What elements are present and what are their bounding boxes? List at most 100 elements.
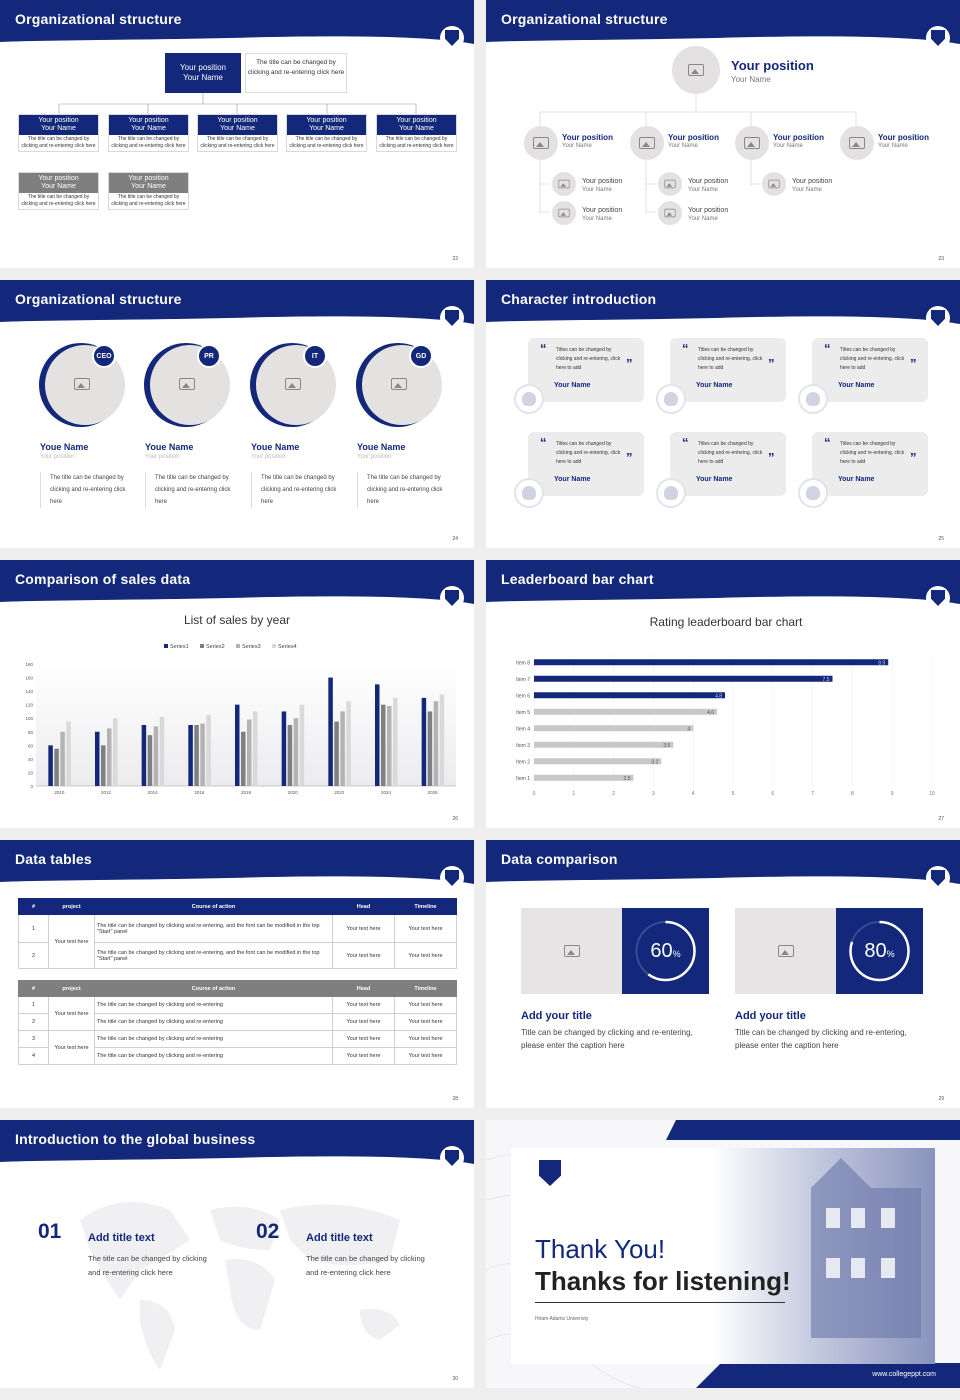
image-placeholder — [735, 908, 836, 994]
bar — [433, 701, 439, 786]
timeline-cell: Your text here — [394, 996, 457, 1014]
quote-open-icon: “ — [540, 435, 547, 450]
university-crest-icon — [539, 1160, 565, 1190]
quote-close-icon: ” — [768, 356, 775, 371]
person-avatar-icon — [656, 478, 686, 508]
bar — [393, 697, 398, 786]
bar — [66, 721, 71, 786]
row-number: 2 — [18, 1013, 49, 1031]
sub-member-avatar — [552, 201, 576, 225]
university-logo — [926, 586, 950, 610]
sub-member-avatar — [552, 172, 576, 196]
percent-label: 60% — [650, 940, 681, 962]
legend-label: Series2 — [206, 644, 225, 650]
image-placeholder-icon — [179, 378, 195, 390]
bar — [147, 735, 153, 786]
profile-description: The title can be changed by clicking and… — [40, 472, 132, 508]
table-header: project — [48, 980, 95, 997]
bar — [381, 704, 386, 786]
testimonial-name: Your Name — [554, 382, 591, 389]
bar — [60, 731, 65, 786]
top-avatar — [672, 46, 720, 94]
slide-title: Organizational structure — [15, 291, 182, 307]
progress-panel: 80% — [836, 908, 923, 994]
item-number: 02 — [256, 1220, 280, 1243]
row-number: 1 — [18, 996, 49, 1014]
row-number: 4 — [18, 1047, 49, 1065]
bar — [235, 704, 240, 786]
bar — [253, 711, 258, 786]
data-label: 2.5 — [624, 776, 631, 782]
percent-label: 80% — [864, 940, 895, 962]
x-tick-label: 2026 — [428, 790, 439, 795]
y-tick-label: 140 — [25, 689, 33, 694]
testimonial-name: Your Name — [696, 476, 733, 483]
slide-header: Data comparison — [486, 840, 960, 890]
bar — [188, 725, 193, 786]
org-box: Your position Your Name The title can be c… — [108, 172, 189, 210]
page-number: 26 — [452, 816, 458, 822]
page-number: 29 — [938, 1096, 944, 1102]
member-avatar — [735, 126, 769, 160]
member-position: Your position Your Name — [773, 133, 824, 149]
member-avatar — [524, 126, 558, 160]
bar — [287, 725, 293, 786]
head-cell: Your text here — [332, 1047, 395, 1065]
progress-ring — [849, 920, 910, 982]
org-box-description: The title can be changed by clicking and… — [289, 136, 364, 149]
bar — [95, 731, 100, 786]
data-table-2: # project Course of action Head Timeline… — [18, 980, 457, 1065]
name-label: Your Name — [131, 183, 166, 190]
page-number: 25 — [938, 536, 944, 542]
person-avatar-icon — [514, 478, 544, 508]
profile-description: The title can be changed by clicking and… — [357, 472, 449, 508]
sub-member-position: Your position Your Name — [792, 178, 833, 193]
org-box-description: The title can be changed by clicking and… — [111, 136, 186, 149]
name-label: Your Name — [399, 125, 434, 132]
y-tick-label: 60 — [28, 743, 34, 748]
y-tick-label: Item 1 — [516, 776, 530, 782]
table-header: # — [18, 980, 49, 997]
head-cell: Your text here — [332, 942, 395, 969]
project-cell: Your text here — [48, 1030, 95, 1065]
org-box: Your position Your Name The title can be c… — [18, 114, 99, 152]
action-cell: The title can be changed by clicking and… — [94, 914, 333, 943]
slide-29: Data comparison 60% Add your title Title c… — [486, 840, 960, 1108]
y-tick-label: 180 — [25, 662, 33, 667]
bar — [534, 774, 634, 781]
page-number: 27 — [938, 816, 944, 822]
divider — [535, 1302, 785, 1303]
university-logo — [440, 586, 464, 610]
slide-header: Comparison of sales data — [0, 560, 474, 610]
item-heading: Add your title — [521, 1010, 592, 1022]
bar — [534, 708, 718, 715]
bar — [375, 684, 380, 786]
position-label: Your position — [128, 117, 169, 124]
item-heading: Add your title — [735, 1010, 806, 1022]
page-number: 28 — [452, 1096, 458, 1102]
slide-22: Organizational structure Your position Y… — [0, 0, 474, 268]
university-logo — [926, 866, 950, 890]
testimonial-text: Titles can be changed by clicking and re… — [556, 347, 621, 371]
world-map-background — [80, 1202, 400, 1370]
row-number: 3 — [18, 1030, 49, 1048]
sub-member-position: Your position Your Name — [582, 178, 623, 193]
data-label: 3.2 — [651, 759, 658, 765]
org-box-header: Your position Your Name — [109, 173, 188, 193]
profile-name: Youe Name — [145, 442, 194, 452]
org-box-header: Your position Your Name — [19, 115, 98, 135]
slide-title: Introduction to the global business — [15, 1131, 256, 1147]
table-header: Head — [332, 980, 395, 997]
image-placeholder-icon — [744, 137, 760, 149]
testimonial-card: “ ” Titles can be changed by clicking and … — [528, 338, 644, 402]
top-position-box: Your position Your Name — [165, 53, 241, 93]
data-label: 4 — [687, 726, 690, 732]
head-cell: Your text here — [332, 1030, 395, 1048]
y-tick-label: 0 — [30, 784, 33, 789]
page-number: 22 — [452, 256, 458, 262]
person-avatar-icon — [798, 384, 828, 414]
member-position: Your position Your Name — [878, 133, 929, 149]
x-tick-label: 7 — [811, 791, 814, 797]
testimonial-card: “ ” Titles can be changed by clicking and … — [670, 338, 786, 402]
action-cell: The title can be changed by clicking and… — [94, 996, 333, 1014]
